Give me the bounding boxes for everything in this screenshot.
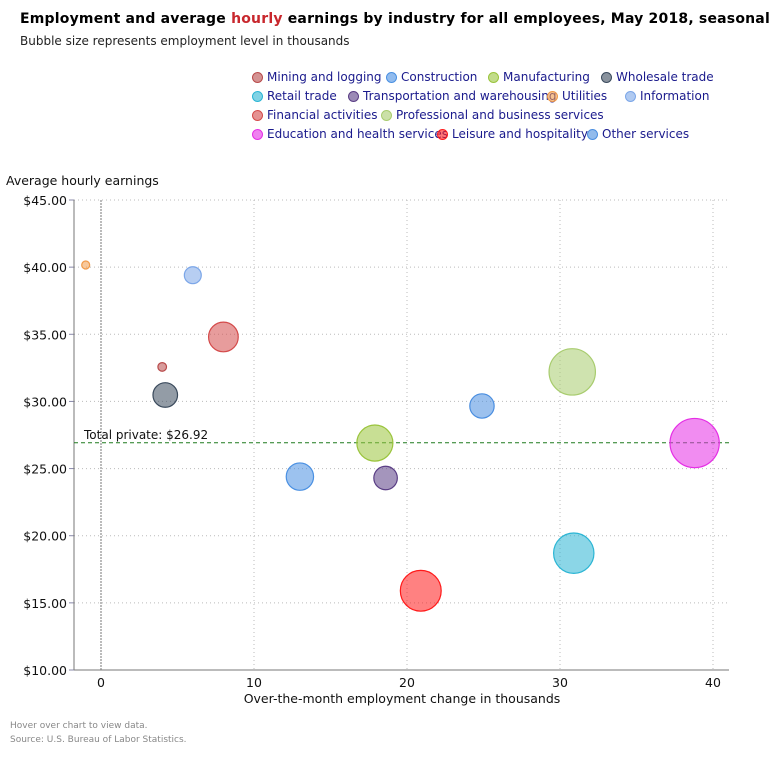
legend-label: Transportation and warehousing bbox=[363, 89, 557, 103]
bubble-retail-trade[interactable] bbox=[552, 532, 595, 574]
legend-label: Professional and business services bbox=[396, 108, 604, 122]
reference-line-label: Total private: $26.92 bbox=[83, 428, 208, 442]
legend-item-professional-and-business-services[interactable]: Professional and business services bbox=[381, 108, 604, 122]
y-tick-label: $25.00 bbox=[23, 462, 67, 477]
bubble-transportation-and-warehousing[interactable] bbox=[373, 465, 398, 491]
legend-item-wholesale-trade[interactable]: Wholesale trade bbox=[601, 70, 714, 84]
legend-marker-icon bbox=[348, 90, 359, 102]
x-tick-label: 30 bbox=[552, 675, 568, 690]
x-tick-label: 40 bbox=[705, 675, 721, 690]
chart-subtitle: Bubble size represents employment level … bbox=[20, 34, 350, 48]
y-axis-label: Average hourly earnings bbox=[6, 173, 159, 188]
bubble-wholesale-trade[interactable] bbox=[152, 382, 179, 408]
legend-item-mining-and-logging[interactable]: Mining and logging bbox=[252, 70, 382, 84]
legend-marker-icon bbox=[252, 128, 263, 140]
legend-item-leisure-and-hospitality[interactable]: Leisure and hospitality bbox=[437, 127, 588, 141]
bubble-other-services[interactable] bbox=[469, 393, 495, 419]
legend-item-utilities[interactable]: Utilities bbox=[547, 89, 607, 103]
legend-marker-icon bbox=[252, 71, 263, 83]
legend-label: Utilities bbox=[562, 89, 608, 103]
y-tick-label: $10.00 bbox=[23, 663, 67, 678]
y-tick-label: $40.00 bbox=[23, 260, 67, 275]
bubble-information[interactable] bbox=[183, 266, 202, 285]
legend-marker-icon bbox=[547, 90, 558, 102]
title-text-end: earnings by industry for all employees, … bbox=[282, 11, 770, 27]
y-tick-label: $20.00 bbox=[23, 529, 67, 544]
y-tick-label: $30.00 bbox=[23, 394, 67, 409]
legend-item-financial-activities[interactable]: Financial activities bbox=[252, 108, 377, 122]
legend-label: Education and health services bbox=[267, 127, 448, 141]
legend-marker-icon bbox=[252, 90, 263, 102]
x-tick-label: 20 bbox=[399, 675, 415, 690]
bubble-manufacturing[interactable] bbox=[356, 424, 394, 462]
legend-item-transportation-and-warehousing[interactable]: Transportation and warehousing bbox=[348, 89, 556, 103]
legend-label: Manufacturing bbox=[503, 70, 590, 84]
x-tick-label: 0 bbox=[97, 675, 105, 690]
bubble-leisure-and-hospitality[interactable] bbox=[399, 569, 442, 612]
legend-label: Other services bbox=[602, 127, 690, 141]
legend-item-retail-trade[interactable]: Retail trade bbox=[252, 89, 337, 103]
legend-item-other-services[interactable]: Other services bbox=[587, 127, 689, 141]
chart-title: Employment and average hourly earnings b… bbox=[20, 11, 770, 27]
legend-label: Construction bbox=[401, 70, 478, 84]
legend-label: Wholesale trade bbox=[616, 70, 714, 84]
legend-label: Financial activities bbox=[267, 108, 378, 122]
bubble-professional-and-business-services[interactable] bbox=[548, 348, 597, 396]
legend-marker-icon bbox=[625, 90, 636, 102]
x-axis-label: Over-the-month employment change in thou… bbox=[243, 691, 561, 706]
y-tick-label: $45.00 bbox=[23, 193, 67, 208]
bubble-education-and-health-services[interactable] bbox=[669, 417, 720, 469]
bubble-financial-activities[interactable] bbox=[207, 321, 239, 353]
hover-hint: Hover over chart to view data. bbox=[10, 721, 148, 731]
legend-marker-icon bbox=[386, 71, 397, 83]
legend-marker-icon bbox=[437, 128, 448, 140]
legend-label: Mining and logging bbox=[267, 70, 382, 84]
source-note: Source: U.S. Bureau of Labor Statistics. bbox=[10, 735, 187, 745]
bubble-construction[interactable] bbox=[285, 462, 315, 491]
legend-marker-icon bbox=[252, 109, 263, 121]
bubble-utilities[interactable] bbox=[81, 260, 91, 270]
y-tick-label: $15.00 bbox=[23, 596, 67, 611]
legend-label: Retail trade bbox=[267, 89, 337, 103]
legend-item-construction[interactable]: Construction bbox=[386, 70, 477, 84]
x-tick-label: 10 bbox=[246, 675, 262, 690]
legend-label: Information bbox=[640, 89, 710, 103]
title-text: Employment and average bbox=[20, 11, 232, 27]
legend-marker-icon bbox=[601, 71, 612, 83]
y-tick-label: $35.00 bbox=[23, 327, 67, 342]
legend-marker-icon bbox=[488, 71, 499, 83]
title-highlight: hourly bbox=[231, 11, 283, 27]
legend-label: Leisure and hospitality bbox=[452, 127, 588, 141]
bubble-mining-and-logging[interactable] bbox=[157, 361, 168, 372]
legend-marker-icon bbox=[381, 109, 392, 121]
legend-item-manufacturing[interactable]: Manufacturing bbox=[488, 70, 590, 84]
legend-item-information[interactable]: Information bbox=[625, 89, 709, 103]
legend-item-education-and-health-services[interactable]: Education and health services bbox=[252, 127, 448, 141]
legend-marker-icon bbox=[587, 128, 598, 140]
